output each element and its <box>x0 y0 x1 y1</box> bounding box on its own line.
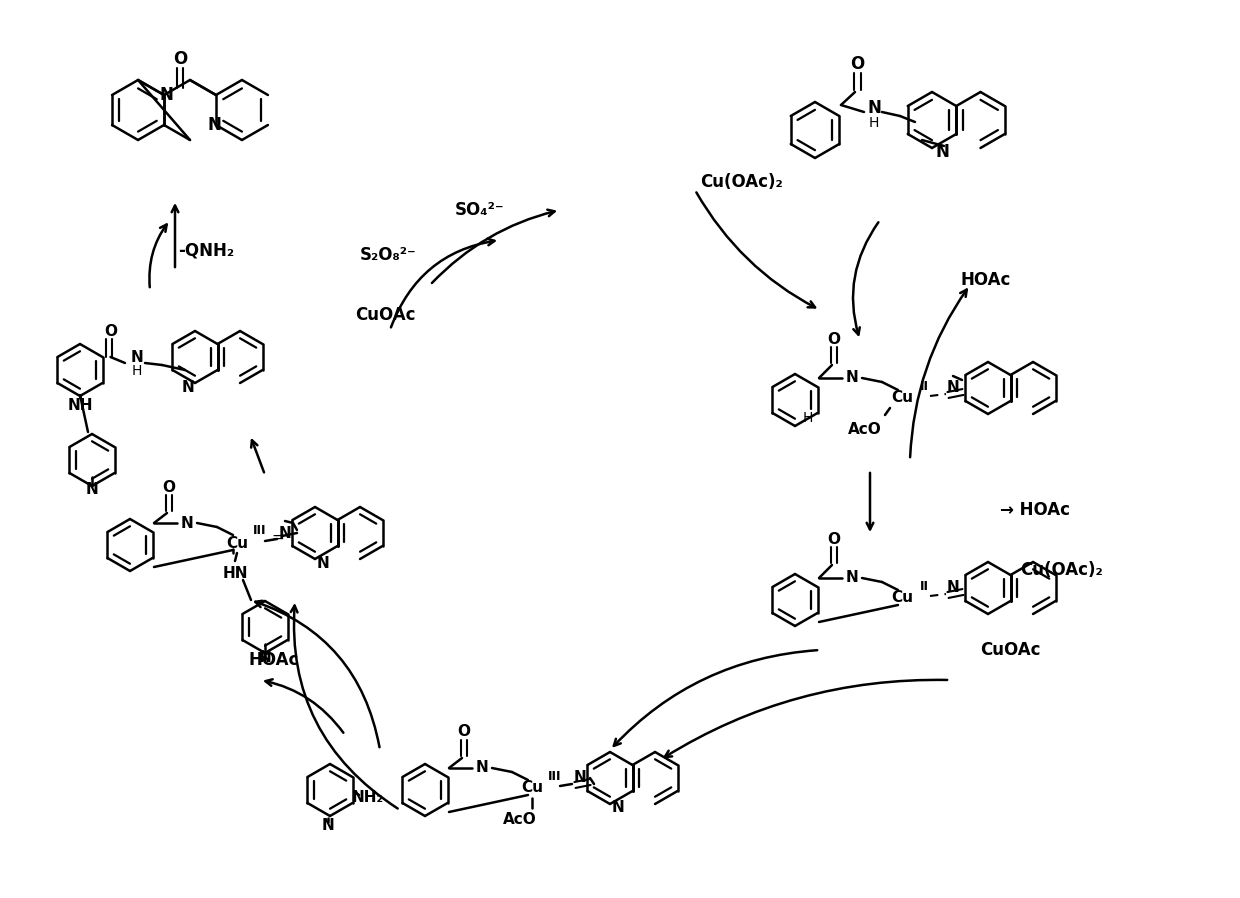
Text: AcO: AcO <box>503 813 537 827</box>
Text: HN: HN <box>222 566 248 580</box>
Text: N: N <box>130 349 144 365</box>
Text: O: O <box>849 55 864 73</box>
Text: N: N <box>946 381 960 395</box>
Text: O: O <box>172 50 187 68</box>
Text: N: N <box>321 818 335 833</box>
Text: H: H <box>802 411 813 425</box>
Text: O: O <box>458 725 470 739</box>
Text: N: N <box>867 99 880 117</box>
Text: N: N <box>316 556 330 570</box>
Text: N: N <box>159 86 172 104</box>
Text: -QNH₂: -QNH₂ <box>179 241 234 259</box>
Text: N: N <box>935 143 949 161</box>
Text: O: O <box>162 480 176 495</box>
Text: Cu(OAc)₂: Cu(OAc)₂ <box>701 173 782 191</box>
Text: Cu: Cu <box>892 391 913 406</box>
Text: N: N <box>846 371 858 385</box>
Text: N: N <box>279 525 291 541</box>
Text: N: N <box>181 380 195 394</box>
Text: AcO: AcO <box>848 422 882 437</box>
Text: N: N <box>611 800 625 815</box>
Text: N: N <box>181 515 193 531</box>
Text: N: N <box>476 761 489 776</box>
Text: NH₂: NH₂ <box>352 790 384 806</box>
Text: II: II <box>920 579 929 593</box>
Text: Cu: Cu <box>892 591 913 605</box>
Text: HOAc: HOAc <box>248 651 299 669</box>
Text: O: O <box>827 532 841 547</box>
Text: O: O <box>827 331 841 347</box>
Text: CuOAc: CuOAc <box>980 641 1040 659</box>
Text: HOAc: HOAc <box>960 271 1011 289</box>
Text: N: N <box>207 116 221 134</box>
Text: Cu: Cu <box>521 780 543 796</box>
Text: III: III <box>548 770 562 782</box>
Text: CuOAc: CuOAc <box>355 306 415 324</box>
Text: N: N <box>574 770 587 786</box>
Text: N: N <box>259 649 272 665</box>
Text: =: = <box>272 530 284 544</box>
Text: III: III <box>253 524 267 538</box>
Text: Cu(OAc)₂: Cu(OAc)₂ <box>1021 561 1102 579</box>
Text: NH: NH <box>67 398 93 412</box>
Text: H: H <box>869 116 879 130</box>
Text: II: II <box>920 380 929 392</box>
Text: Cu: Cu <box>226 535 248 550</box>
Text: N: N <box>846 570 858 585</box>
Text: SO₄²⁻: SO₄²⁻ <box>455 201 505 219</box>
Text: N: N <box>946 580 960 595</box>
Text: → HOAc: → HOAc <box>999 501 1070 519</box>
Text: N: N <box>86 482 98 497</box>
Text: O: O <box>104 323 117 339</box>
Text: S₂O₈²⁻: S₂O₈²⁻ <box>360 246 417 264</box>
Text: H: H <box>131 364 143 378</box>
